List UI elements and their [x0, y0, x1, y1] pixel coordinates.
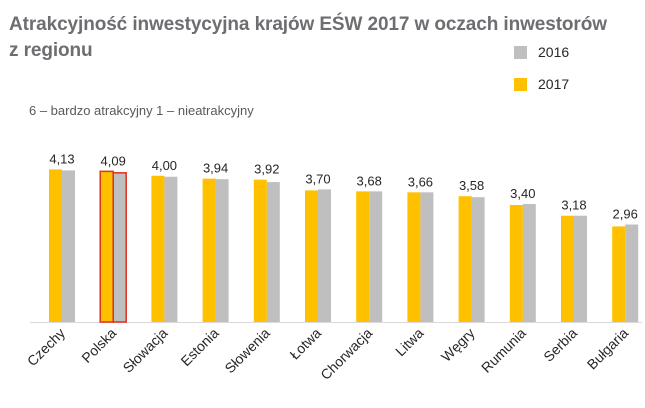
- bar-2017-10: [561, 215, 574, 322]
- bar-2017-4: [253, 179, 267, 322]
- data-label-10: 3,18: [561, 198, 586, 213]
- bar-2017-8: [458, 196, 472, 322]
- data-label-11: 2,96: [613, 207, 638, 222]
- category-label-7: Litwa: [392, 325, 427, 360]
- data-label-2: 4,00: [152, 158, 177, 173]
- bar-2016-4: [266, 182, 280, 322]
- bar-2016-11: [625, 224, 639, 322]
- category-label-3: Estonia: [177, 325, 221, 369]
- bar-2016-6: [369, 191, 383, 322]
- chart-title-line-1: Atrakcyjność inwestycyjna krajów EŚW 201…: [9, 14, 607, 35]
- bar-2016-8: [471, 197, 485, 322]
- bar-2017-7: [407, 192, 421, 322]
- bar-2017-0: [49, 169, 62, 322]
- data-label-7: 3,66: [408, 174, 433, 189]
- bar-2017-11: [612, 226, 626, 322]
- data-label-6: 3,68: [357, 173, 382, 188]
- category-label-8: Węgry: [438, 325, 478, 365]
- bar-2016-2: [164, 176, 178, 322]
- category-label-10: Serbia: [540, 325, 580, 365]
- bar-2017-5: [305, 190, 318, 322]
- bar-2017-6: [356, 191, 370, 322]
- data-label-5: 3,70: [305, 171, 330, 186]
- data-label-3: 3,94: [203, 161, 228, 176]
- category-label-5: Łotwa: [286, 325, 324, 363]
- category-label-1: Polska: [78, 325, 119, 366]
- category-label-11: Bułgaria: [584, 325, 632, 373]
- category-label-9: Rumunia: [478, 325, 529, 376]
- data-label-4: 3,92: [254, 162, 279, 177]
- data-label-1: 4,09: [101, 153, 126, 168]
- legend-swatch-2017: [514, 78, 527, 91]
- bar-2017-9: [509, 205, 523, 322]
- data-label-0: 4,13: [49, 151, 74, 166]
- legend-label-2017: 2017: [538, 76, 570, 92]
- bar-2016-1: [112, 172, 127, 323]
- category-label-6: Chorwacja: [317, 325, 375, 383]
- bar-2016-7: [420, 192, 434, 322]
- category-label-2: Słowacja: [120, 325, 171, 376]
- data-label-8: 3,58: [459, 178, 484, 193]
- chart-title-line-2: z regionu: [9, 40, 93, 61]
- data-label-9: 3,40: [510, 186, 535, 201]
- chart-subtitle: 6 – bardzo atrakcyjny 1 – nieatrakcyjny: [29, 103, 254, 118]
- bar-2016-5: [318, 189, 331, 322]
- bar-2016-3: [215, 179, 229, 322]
- legend-label-2016: 2016: [538, 44, 570, 60]
- bar-2017-1: [99, 170, 114, 323]
- category-label-0: Czechy: [24, 325, 68, 369]
- bar-2016-9: [522, 204, 536, 322]
- bar-2017-3: [202, 178, 216, 322]
- legend-swatch-2016: [514, 46, 527, 59]
- bar-2016-0: [62, 170, 75, 322]
- bar-2016-10: [574, 215, 587, 322]
- category-label-4: Słowenia: [221, 325, 273, 377]
- bar-2017-2: [151, 175, 165, 322]
